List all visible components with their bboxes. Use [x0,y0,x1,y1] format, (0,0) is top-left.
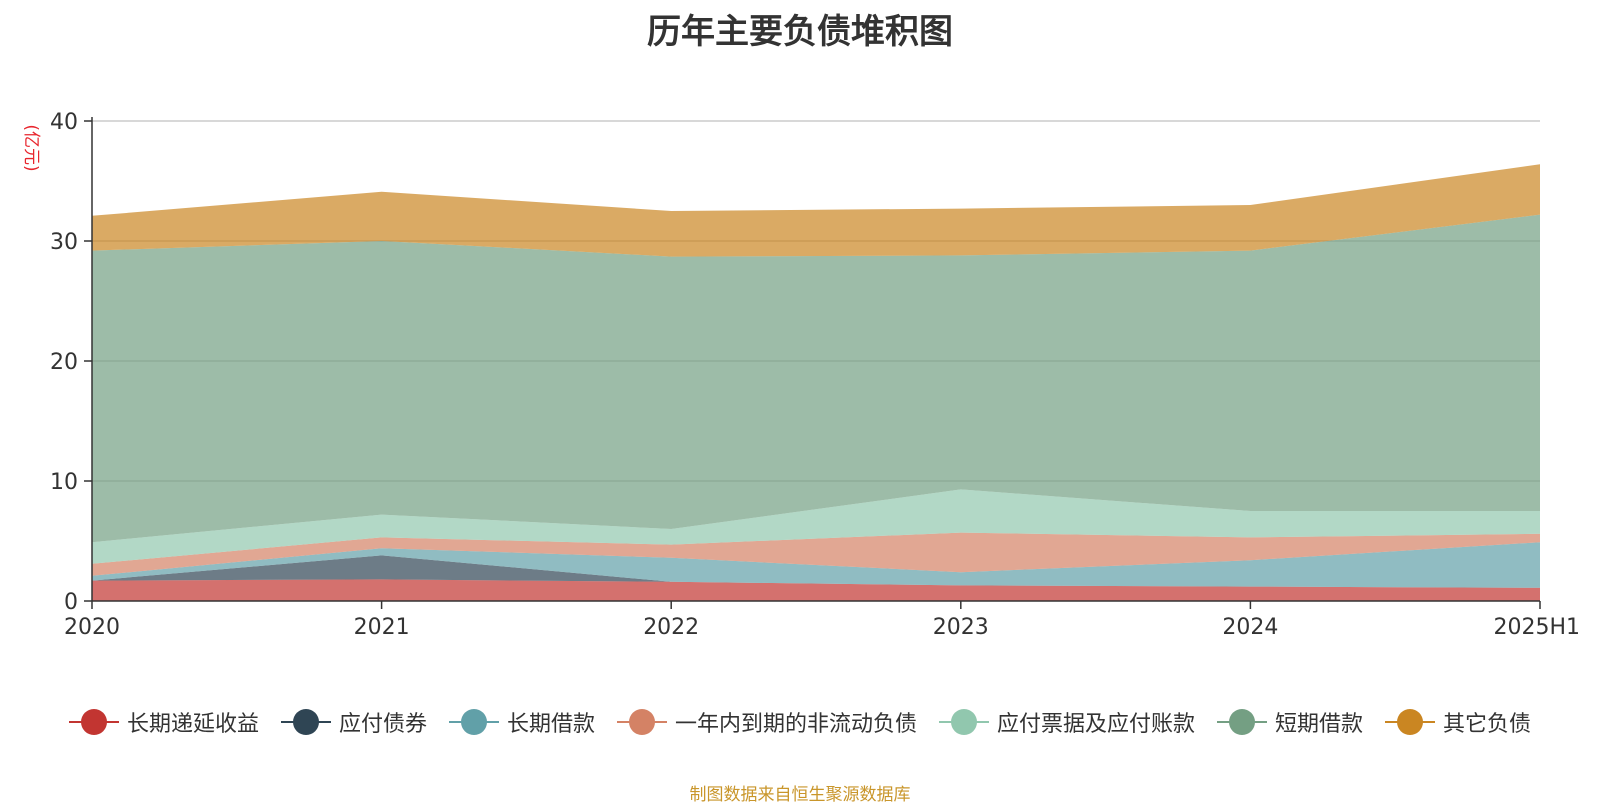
legend-item[interactable]: 长期递延收益 [68,706,259,738]
legend-marker-icon [280,709,331,735]
y-tick-label: 20 [50,350,78,375]
chart-title: 历年主要负债堆积图 [647,12,953,52]
legend-marker-icon [68,709,119,735]
legend-item[interactable]: 长期借款 [448,706,595,738]
legend-item[interactable]: 短期借款 [1217,706,1363,738]
y-axis-unit-label: (亿元) [21,124,41,171]
legend-label: 长期递延收益 [126,712,259,737]
legend-item[interactable]: 应付债券 [280,706,427,738]
area-series-3 [92,532,1540,576]
y-tick-label: 40 [50,110,78,135]
legend-label: 应付债券 [338,712,427,737]
x-tick-label: 2022 [643,615,699,640]
x-tick-label: 2023 [933,615,989,640]
x-tick-label: 2025H1 [1493,615,1580,640]
area-series-5 [92,214,1540,543]
legend-label: 长期借款 [506,712,595,737]
y-tick-label: 30 [50,230,78,255]
stacked-areas [92,164,1540,601]
area-series-4 [92,489,1540,564]
source-note: 制图数据来自恒生聚源数据库 [689,785,911,805]
area-series-0 [92,579,1540,601]
x-tick-label: 2024 [1222,615,1278,640]
legend-label: 一年内到期的非流动负债 [674,712,917,737]
area-series-1 [92,555,1540,588]
area-series-6 [92,164,1540,257]
legend-item[interactable]: 一年内到期的非流动负债 [616,706,917,738]
legend-marker-icon [1385,709,1436,735]
legend-marker-icon [448,709,499,735]
legend-label: 应付票据及应付账款 [997,712,1196,737]
x-tick-label: 2021 [354,615,410,640]
legend-marker-icon [616,709,667,735]
y-tick-label: 10 [50,470,78,495]
y-tick-label: 0 [64,590,78,615]
legend-marker-icon [939,709,989,735]
x-tick-label: 2020 [64,615,120,640]
legend-item[interactable]: 应付票据及应付账款 [939,706,1195,738]
legend: 长期递延收益 应付债券 长期借款 一年内到期的非流动负债 应付票据及应付账款 短期借款 其它… [0,706,1600,738]
legend-item[interactable]: 其它负债 [1385,706,1531,738]
axes: 0 10 20 30 40 2020 2021 2022 2023 2024 2025H1 [50,110,1580,640]
legend-label: 短期借款 [1275,712,1364,737]
legend-marker-icon [1217,709,1268,735]
legend-label: 其它负债 [1443,712,1532,737]
